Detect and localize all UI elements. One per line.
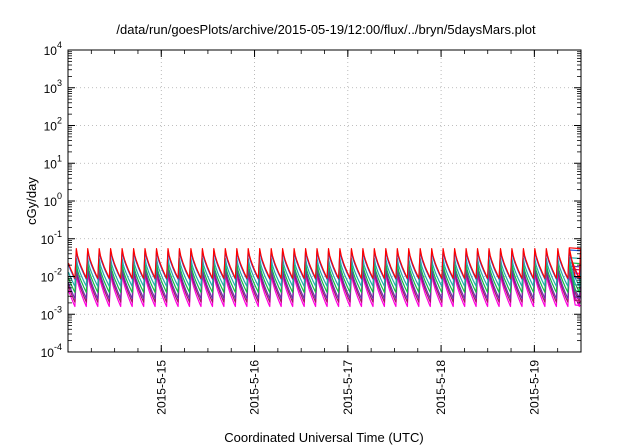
series-line [67, 265, 582, 300]
y-tick-base: 10 [41, 346, 55, 360]
plot-frame [67, 49, 582, 353]
series-line [67, 272, 582, 308]
y-tick-base: 10 [41, 233, 55, 247]
x-tick-label: 2015-5-18 [434, 360, 448, 415]
y-tick-base: 10 [41, 308, 55, 322]
y-tick-base: 10 [44, 44, 58, 58]
series-group [67, 247, 582, 308]
y-tick-label: 10-2 [41, 267, 62, 285]
x-tick-label: 2015-5-15 [154, 360, 168, 415]
y-tick-label: 101 [44, 153, 62, 171]
x-tick-label: 2015-5-19 [527, 360, 541, 415]
x-tick-label: 2015-5-16 [248, 360, 262, 415]
y-tick-exponent: -1 [54, 229, 62, 239]
grid [68, 50, 581, 352]
series-line [67, 247, 582, 279]
y-tick-exponent: 2 [57, 116, 62, 126]
y-tick-exponent: 1 [57, 153, 62, 163]
y-tick-label: 100 [44, 191, 62, 209]
y-tick-base: 10 [41, 271, 55, 285]
y-tick-label: 10-4 [41, 342, 62, 360]
y-tick-label: 103 [44, 78, 62, 96]
chart-title: /data/run/goesPlots/archive/2015-05-19/1… [116, 22, 536, 37]
x-axis-ticks: 2015-5-15 2015-5-16 2015-5-17 2015-5-18 2015… [67, 50, 582, 415]
y-tick-label: 104 [44, 40, 62, 58]
x-tick-label: 2015-5-17 [341, 360, 355, 415]
y-tick-label: 102 [44, 116, 62, 134]
y-tick-label: 10-1 [41, 229, 62, 247]
x-axis-label: Coordinated Universal Time (UTC) [224, 430, 423, 445]
y-tick-label: 10-3 [41, 304, 62, 322]
series-line [67, 257, 582, 287]
y-tick-exponent: -2 [54, 267, 62, 277]
y-tick-base: 10 [44, 82, 58, 96]
y-tick-exponent: -4 [54, 342, 62, 352]
y-tick-exponent: 0 [57, 191, 62, 201]
y-tick-base: 10 [44, 195, 58, 209]
y-tick-exponent: -3 [54, 304, 62, 314]
y-tick-exponent: 4 [57, 40, 62, 50]
series-line [67, 262, 582, 293]
y-axis-label: cGy/day [24, 177, 39, 225]
y-tick-base: 10 [44, 120, 58, 134]
series-line [67, 268, 582, 303]
y-tick-exponent: 3 [57, 78, 62, 88]
y-tick-base: 10 [44, 157, 58, 171]
